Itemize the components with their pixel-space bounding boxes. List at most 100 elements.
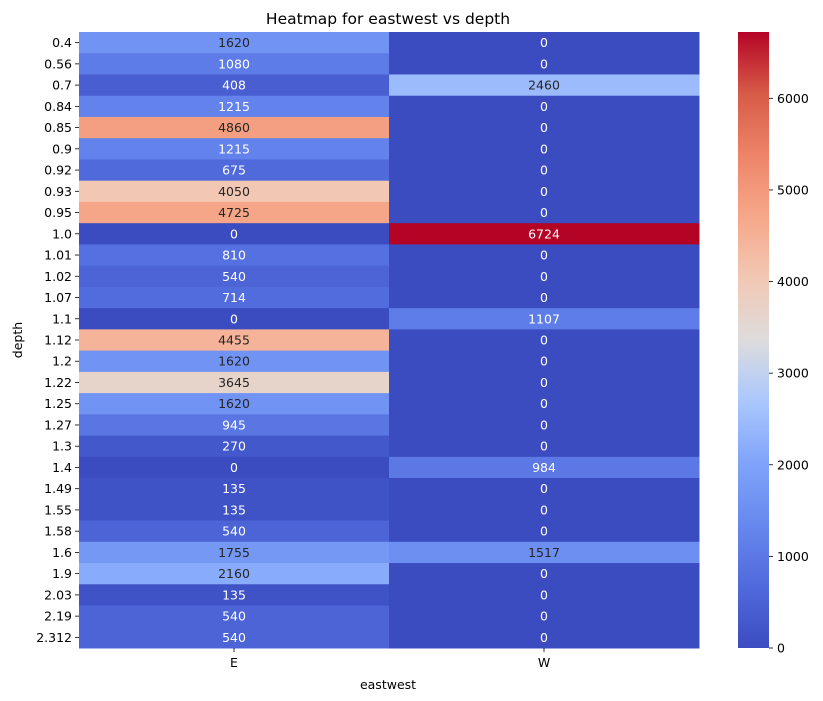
y-tick-label: 1.22: [44, 375, 72, 390]
heatmap-cell: [79, 414, 390, 437]
y-tick-label: 1.2: [52, 354, 72, 369]
cell-annotation: 1755: [218, 545, 250, 560]
cell-annotation: 1620: [218, 396, 250, 411]
heatmap-cell: [79, 329, 390, 352]
heatmap-cell: [389, 626, 700, 649]
heatmap-cell: [389, 541, 700, 564]
y-tick-label: 0.85: [44, 120, 72, 135]
y-tick-label: 1.4: [52, 460, 72, 475]
cell-annotation: 0: [540, 56, 548, 71]
cell-annotation: 4455: [218, 333, 250, 348]
y-tick-label: 0.7: [52, 78, 72, 93]
cell-annotation: 135: [222, 587, 246, 602]
cell-annotation: 0: [540, 502, 548, 517]
y-tick-label: 0.95: [44, 205, 72, 220]
heatmap-cell: [389, 95, 700, 118]
colorbar-tick-label: 5000: [777, 182, 809, 197]
heatmap-cell: [79, 159, 390, 182]
cell-annotation: 4725: [218, 205, 250, 220]
heatmap-cell: [79, 138, 390, 160]
cell-annotation: 1215: [218, 99, 250, 114]
heatmap-cell: [389, 201, 700, 224]
heatmap-cell: [389, 414, 700, 437]
heatmap-cell: [79, 584, 390, 607]
heatmap-cell: [389, 520, 700, 543]
cell-annotation: 0: [540, 375, 548, 390]
heatmap-cell: [79, 53, 390, 75]
heatmap-cell: [389, 371, 700, 394]
cell-annotation: 0: [540, 205, 548, 220]
y-tick-label: 1.12: [44, 333, 72, 348]
cell-annotation: 0: [540, 439, 548, 454]
heatmap-cell: [79, 201, 390, 224]
y-tick-label: 1.49: [44, 481, 72, 496]
heatmap-cell: [79, 32, 390, 54]
heatmap-cells: 1620 0 1080 0 408 2460 1215 0 4860 0 1215 0 675 0 4050…: [79, 32, 700, 649]
heatmap-cell: [389, 138, 700, 160]
cell-annotation: 540: [222, 630, 246, 645]
colorbar-tick-label: 6000: [777, 91, 809, 106]
cell-annotation: 540: [222, 524, 246, 539]
y-axis: 0.4 0.56 0.7 0.84 0.85 0.9 0.92 0.93 0.95 1.0 1.01…: [36, 35, 79, 645]
y-tick-label: 0.4: [52, 35, 72, 50]
heatmap-cell: [79, 74, 390, 97]
cell-annotation: 0: [540, 630, 548, 645]
heatmap-cell: [389, 435, 700, 458]
cell-annotation: 408: [222, 78, 246, 93]
heatmap-cell: [79, 244, 390, 267]
heatmap-cell: [389, 32, 700, 54]
cell-annotation: 270: [222, 439, 246, 454]
cell-annotation: 714: [222, 290, 246, 305]
heatmap-cell: [79, 541, 390, 564]
cell-annotation: 0: [540, 481, 548, 496]
cell-annotation: 6724: [528, 226, 560, 241]
cell-annotation: 0: [540, 141, 548, 156]
heatmap-cell: [389, 244, 700, 267]
y-tick-label: 1.3: [52, 439, 72, 454]
cell-annotation: 0: [540, 396, 548, 411]
y-tick-label: 1.01: [44, 248, 72, 263]
cell-annotation: 1620: [218, 354, 250, 369]
x-axis-label: eastwest: [360, 677, 416, 692]
colorbar-tick-label: 0: [777, 641, 785, 656]
colorbar: [738, 32, 769, 648]
cell-annotation: 0: [540, 99, 548, 114]
heatmap-cell: [79, 393, 390, 415]
heatmap-cell: [389, 456, 700, 479]
y-tick-label: 0.56: [44, 56, 72, 71]
colorbar-tick-label: 3000: [777, 366, 809, 381]
heatmap-cell: [79, 520, 390, 543]
chart-title: Heatmap for eastwest vs depth: [266, 10, 510, 28]
cell-annotation: 1080: [218, 56, 250, 71]
cell-annotation: 0: [540, 354, 548, 369]
cell-annotation: 984: [532, 460, 556, 475]
cell-annotation: 0: [540, 120, 548, 135]
heatmap-cell: [389, 563, 700, 585]
y-tick-label: 0.92: [44, 163, 72, 178]
y-tick-label: 2.03: [44, 587, 72, 602]
cell-annotation: 135: [222, 502, 246, 517]
x-tick-label: W: [538, 655, 550, 670]
heatmap-cell: [79, 308, 390, 330]
heatmap-cell: [79, 286, 390, 309]
heatmap-cell: [79, 223, 390, 245]
colorbar-tick-label: 2000: [777, 457, 809, 472]
heatmap-cell: [79, 499, 390, 522]
heatmap-cell: [389, 180, 700, 203]
cell-annotation: 540: [222, 609, 246, 624]
cell-annotation: 0: [540, 417, 548, 432]
heatmap-cell: [79, 626, 390, 649]
y-tick-label: 1.27: [44, 417, 72, 432]
cell-annotation: 1517: [528, 545, 560, 560]
y-tick-label: 1.9: [52, 566, 72, 581]
cell-annotation: 0: [540, 248, 548, 263]
cell-annotation: 0: [540, 333, 548, 348]
y-tick-label: 1.6: [52, 545, 72, 560]
heatmap-cell: [389, 350, 700, 373]
heatmap-cell: [79, 180, 390, 203]
y-tick-label: 0.84: [44, 99, 72, 114]
cell-annotation: 0: [540, 524, 548, 539]
cell-annotation: 0: [540, 290, 548, 305]
heatmap-cell: [79, 265, 390, 288]
